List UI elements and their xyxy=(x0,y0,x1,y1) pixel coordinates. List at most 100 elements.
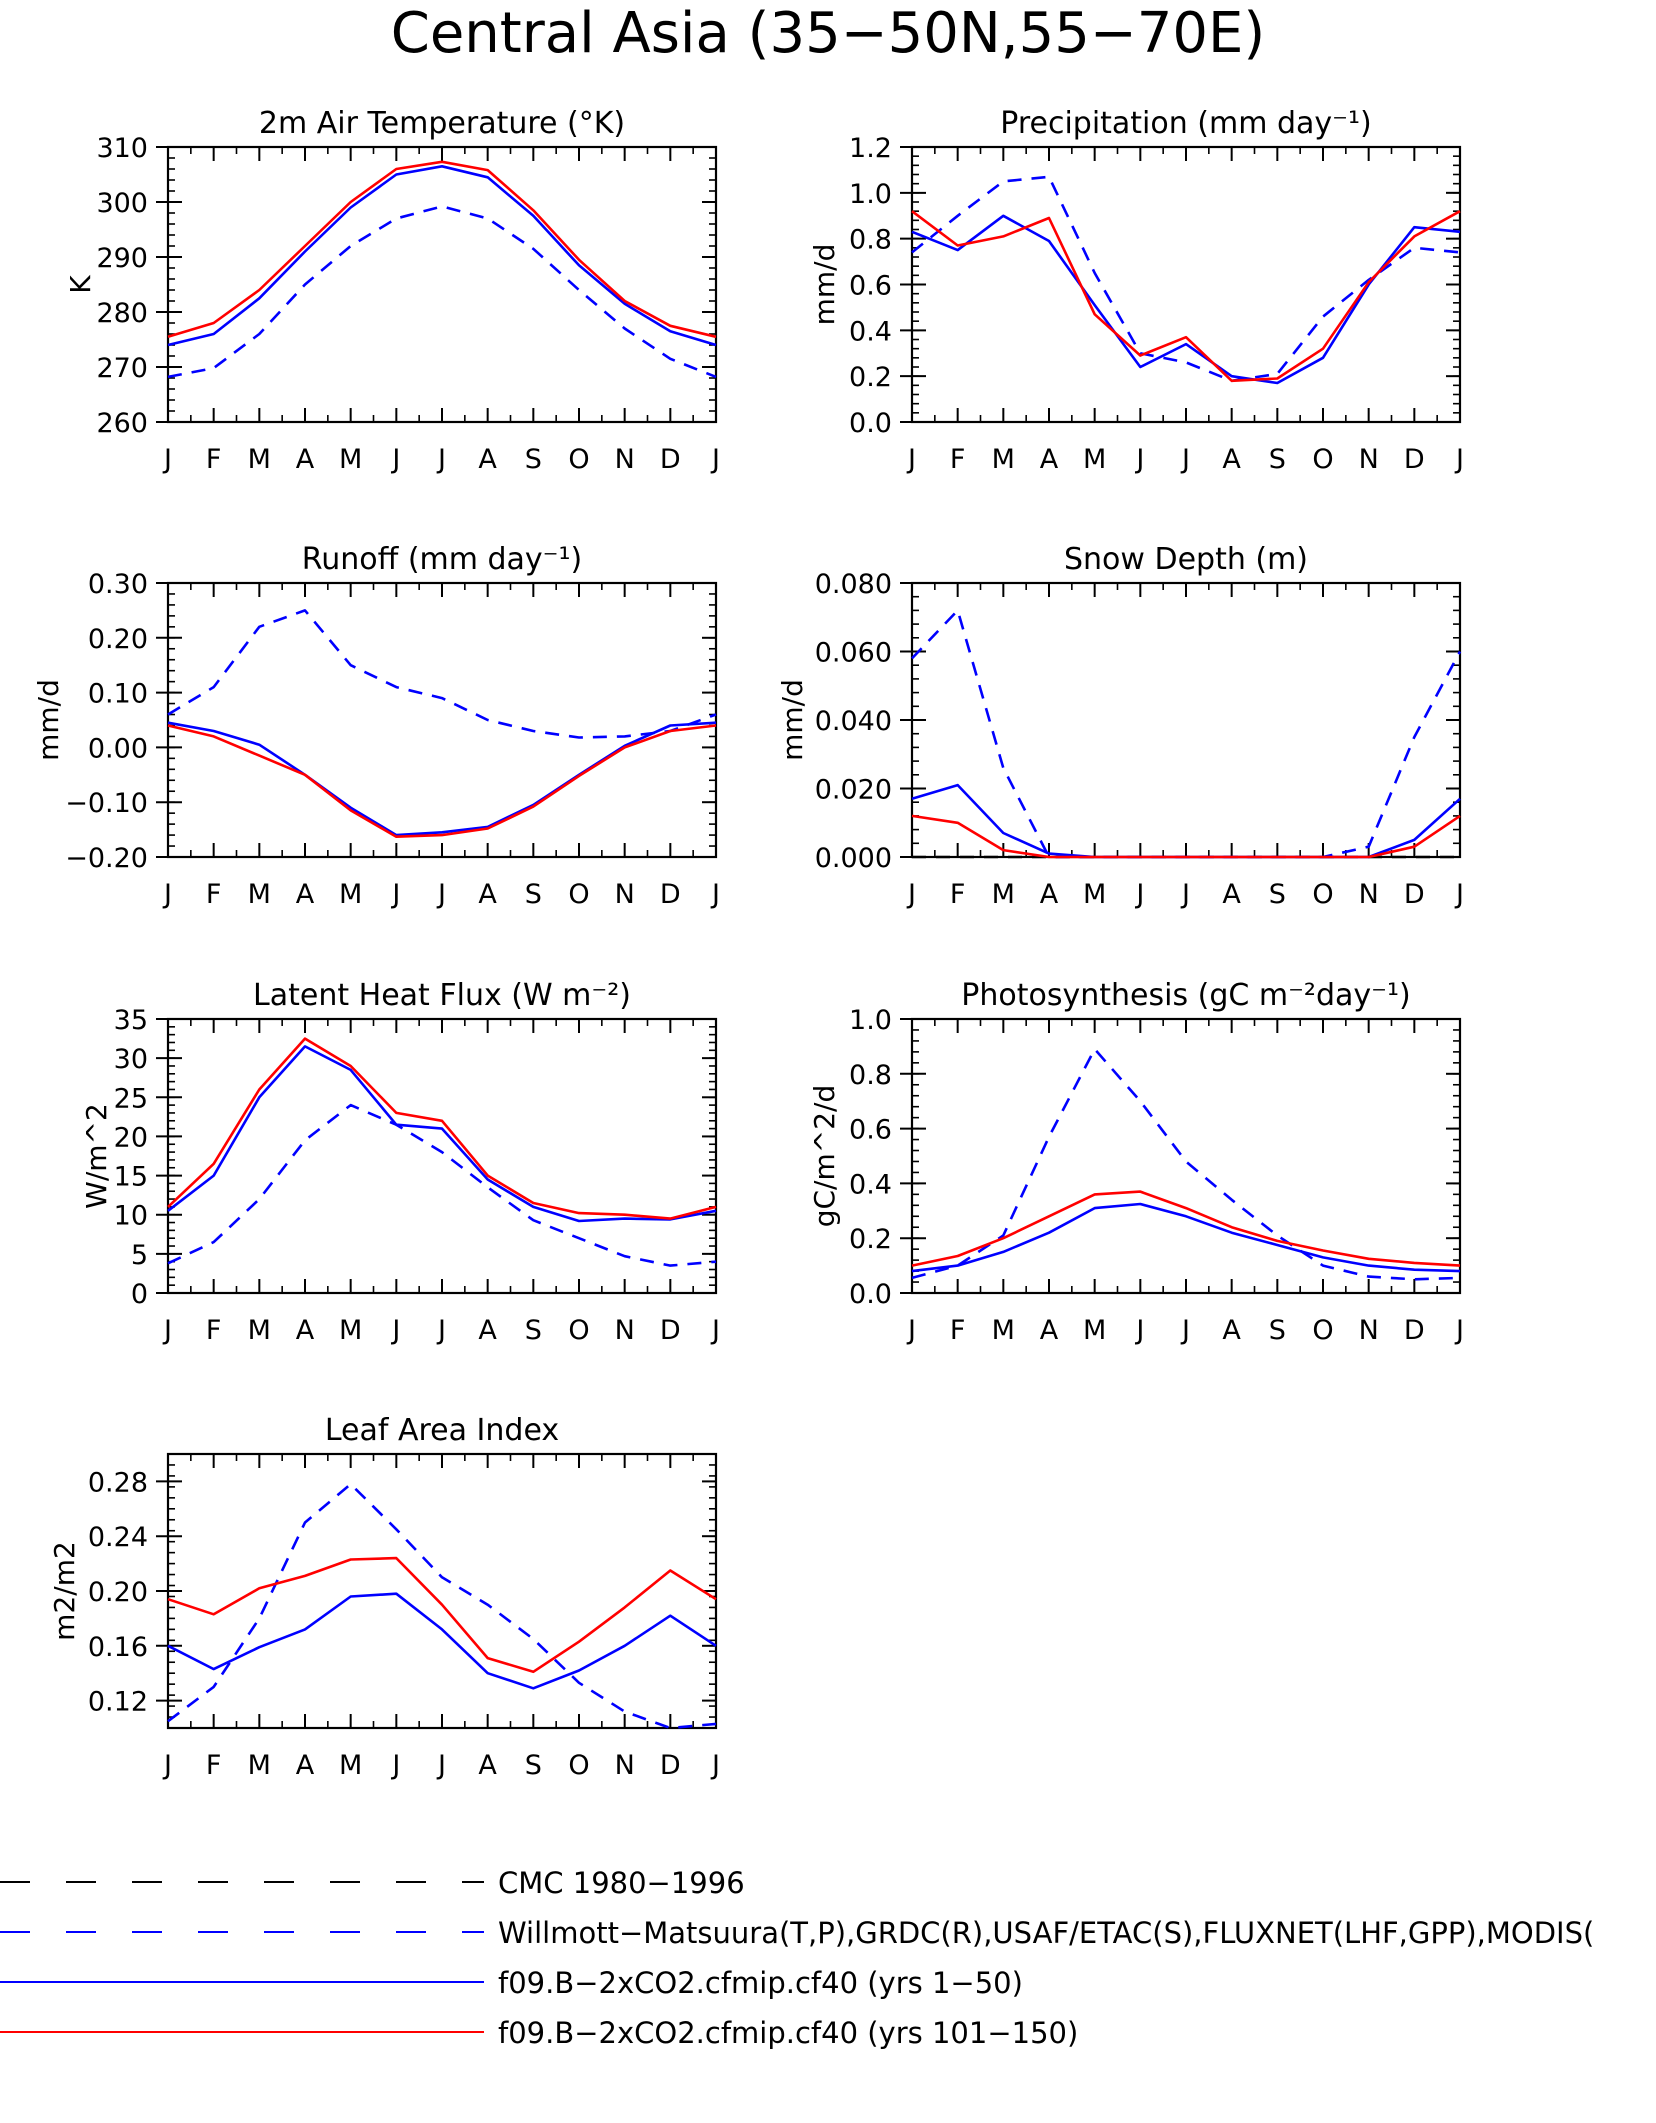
y-tick-label: 0.080 xyxy=(815,569,892,600)
x-tick-label: M xyxy=(992,879,1015,910)
panel-runoff: J F M A M J J A S O N D J−0.20−0.100.000.100.200.30R… xyxy=(32,542,720,910)
panel-gpp: J F M A M J J A S O N D J0.00.20.40.60.81.0Photosynt… xyxy=(808,978,1464,1346)
series-line-obs xyxy=(167,1103,717,1267)
plot-frame xyxy=(910,1017,1462,1295)
x-tick-label: O xyxy=(568,444,589,475)
x-tick-label: N xyxy=(1359,1315,1379,1346)
x-tick-label: J xyxy=(390,1750,400,1781)
y-tick-label: 290 xyxy=(96,243,148,274)
x-tick-label: M xyxy=(992,1315,1015,1346)
x-tick-label: S xyxy=(525,879,542,910)
x-tick-label: O xyxy=(568,1750,589,1781)
x-tick-label: D xyxy=(1404,1315,1425,1346)
x-tick-label: J xyxy=(390,1315,400,1346)
x-tick-label: A xyxy=(1222,444,1241,475)
x-tick-label: A xyxy=(296,879,315,910)
x-tick-label: J xyxy=(906,444,916,475)
panel-title: Runoff (mm day⁻¹) xyxy=(302,542,583,577)
series-line-sim2 xyxy=(167,724,717,839)
x-tick-label: A xyxy=(478,879,497,910)
x-tick-label: F xyxy=(206,1750,222,1781)
legend-label: f09.B−2xCO2.cfmip.cf40 (yrs 101−150) xyxy=(498,2016,1078,2050)
plot-frame xyxy=(166,1017,718,1295)
x-tick-label: N xyxy=(615,444,635,475)
series-line-sim2 xyxy=(167,1037,717,1220)
x-tick-label: S xyxy=(525,1315,542,1346)
y-tick-label: 15 xyxy=(114,1162,148,1193)
x-tick-label: A xyxy=(296,444,315,475)
panel-title: Precipitation (mm day⁻¹) xyxy=(1000,106,1371,141)
x-tick-label: J xyxy=(1180,444,1190,475)
series-line-obs xyxy=(167,1482,717,1730)
x-tick-label: F xyxy=(950,1315,966,1346)
y-tick-label: 0.6 xyxy=(849,1115,892,1146)
x-tick-label: J xyxy=(906,879,916,910)
series-line-sim1 xyxy=(167,721,717,837)
x-tick-label: A xyxy=(1222,879,1241,910)
x-tick-label: D xyxy=(1404,879,1425,910)
y-tick-label: 0.020 xyxy=(815,775,892,806)
y-axis-label: K xyxy=(64,275,97,294)
series-line-sim1 xyxy=(167,165,717,347)
x-tick-label: F xyxy=(950,879,966,910)
x-tick-label: A xyxy=(478,444,497,475)
y-axis-label: W/m^2 xyxy=(80,1103,113,1209)
y-axis-label: mm/d xyxy=(808,244,841,326)
y-tick-label: −0.10 xyxy=(65,788,148,819)
panel-title: Photosynthesis (gC m⁻²day⁻¹) xyxy=(961,978,1410,1013)
x-tick-label: A xyxy=(296,1750,315,1781)
y-tick-label: 0.8 xyxy=(849,1060,892,1091)
x-tick-label: D xyxy=(1404,444,1425,475)
x-tick-label: O xyxy=(568,1315,589,1346)
x-tick-label: M xyxy=(248,1750,271,1781)
series-line-sim2 xyxy=(911,814,1461,859)
y-tick-label: 5 xyxy=(131,1240,148,1271)
plot-frame xyxy=(166,1452,718,1730)
y-tick-label: 0.20 xyxy=(88,1577,148,1608)
y-tick-label: 0.8 xyxy=(849,225,892,256)
x-tick-label: N xyxy=(1359,444,1379,475)
x-tick-label: N xyxy=(615,1315,635,1346)
y-axis-label: mm/d xyxy=(32,679,65,761)
series-line-sim1 xyxy=(167,1592,717,1690)
x-tick-label: M xyxy=(1083,1315,1106,1346)
x-tick-label: S xyxy=(1269,444,1286,475)
x-tick-label: D xyxy=(660,879,681,910)
y-tick-label: 0.20 xyxy=(88,624,148,655)
y-tick-label: 0.0 xyxy=(849,1279,892,1310)
series-line-sim2 xyxy=(167,160,717,339)
x-tick-label: F xyxy=(950,444,966,475)
plot-frame xyxy=(166,145,718,424)
series-line-sim1 xyxy=(911,214,1461,385)
legend-label: f09.B−2xCO2.cfmip.cf40 (yrs 1−50) xyxy=(498,1966,1023,2000)
panel-title: Leaf Area Index xyxy=(325,1413,559,1448)
y-tick-label: 30 xyxy=(114,1044,148,1075)
panel-precip: J F M A M J J A S O N D J0.00.20.40.60.81.01.2Precip… xyxy=(808,106,1464,475)
x-tick-label: O xyxy=(568,879,589,910)
x-tick-label: O xyxy=(1312,879,1333,910)
series-line-sim2 xyxy=(911,1190,1461,1267)
x-tick-label: J xyxy=(436,879,446,910)
y-axis-label: gC/m^2/d xyxy=(808,1085,841,1228)
x-tick-label: J xyxy=(1180,1315,1190,1346)
y-tick-label: 20 xyxy=(114,1122,148,1153)
y-tick-label: 25 xyxy=(114,1083,148,1114)
y-tick-label: 1.0 xyxy=(849,179,892,210)
x-tick-label: D xyxy=(660,1315,681,1346)
x-tick-label: M xyxy=(248,1315,271,1346)
x-tick-label: F xyxy=(206,1315,222,1346)
y-tick-label: 0.0 xyxy=(849,408,892,439)
y-tick-label: 35 xyxy=(114,1005,148,1036)
x-tick-label: M xyxy=(339,879,362,910)
x-tick-label: F xyxy=(206,444,222,475)
x-tick-label: M xyxy=(1083,444,1106,475)
x-tick-label: J xyxy=(1454,879,1464,910)
x-tick-label: J xyxy=(1134,879,1144,910)
x-tick-label: O xyxy=(1312,444,1333,475)
legend-label: Willmott−Matsuura(T,P),GRDC(R),USAF/ETAC… xyxy=(498,1916,1594,1950)
x-tick-label: J xyxy=(906,1315,916,1346)
y-tick-label: 300 xyxy=(96,188,148,219)
